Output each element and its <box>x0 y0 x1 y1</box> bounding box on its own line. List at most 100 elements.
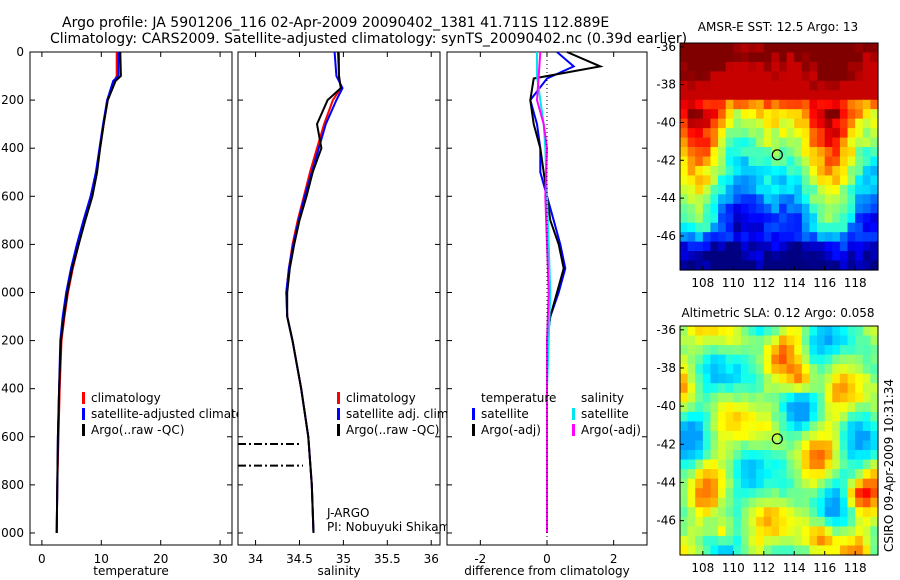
heatmap-cell <box>695 440 704 451</box>
salinity-panel: 34 34.5 35 35.5 36 salinity climatology satelli… <box>237 51 458 578</box>
heatmap-cell <box>870 440 879 451</box>
heatmap-cell <box>832 364 841 375</box>
legend-label: Argo(..raw -QC) <box>346 423 439 437</box>
heatmap-cell <box>817 535 826 547</box>
heatmap-cell <box>680 52 689 63</box>
heatmap-cell <box>702 430 712 442</box>
heatmap-cell <box>839 156 849 167</box>
heatmap-cell <box>695 383 704 394</box>
heatmap-cell <box>832 109 841 120</box>
heatmap-cell <box>763 364 772 375</box>
heatmap-cell <box>680 507 689 518</box>
heatmap-cell <box>824 80 833 91</box>
heatmap-cell <box>839 450 849 461</box>
heatmap-cell <box>786 516 795 527</box>
heatmap-cell <box>740 354 750 365</box>
heatmap-cell <box>817 137 826 148</box>
heatmap-cell <box>740 71 750 82</box>
heatmap-cell <box>695 128 704 139</box>
heatmap-cell <box>809 326 818 337</box>
heatmap-cell <box>725 184 734 195</box>
heatmap-cell <box>832 156 841 167</box>
y-tick-label: 800 <box>1 237 24 251</box>
heatmap-cell <box>702 535 712 547</box>
heatmap-cell <box>733 80 742 91</box>
heatmap-cell <box>748 184 757 195</box>
heatmap-cell <box>763 326 772 337</box>
heatmap-cell <box>839 147 849 158</box>
heatmap-cell <box>809 118 818 129</box>
heatmap-cell <box>809 373 818 384</box>
heatmap-cell <box>748 354 757 365</box>
heatmap-cell <box>748 43 757 54</box>
heatmap-cell <box>680 90 689 101</box>
heatmap-cell <box>680 251 689 262</box>
x-tick-label: 0 <box>543 552 551 566</box>
heatmap-cell <box>710 118 719 129</box>
heatmap-cell <box>824 526 833 537</box>
heatmap-cell <box>824 241 833 252</box>
heatmap-cell <box>687 392 696 403</box>
legend-swatch <box>82 392 85 404</box>
heatmap-cell <box>687 232 696 243</box>
heatmap-cell <box>748 175 757 186</box>
heatmap-cell <box>832 118 841 129</box>
heatmap-cell <box>839 535 849 547</box>
heatmap-cell <box>824 326 833 337</box>
heatmap-cell <box>809 137 818 148</box>
heatmap-cell <box>779 156 788 167</box>
heatmap-cell <box>862 478 871 489</box>
heatmap-cell <box>847 137 856 148</box>
heatmap-cell <box>756 326 765 337</box>
heatmap-cell <box>847 118 856 129</box>
heatmap-cell <box>847 109 856 120</box>
heatmap-cell <box>855 402 864 413</box>
heatmap-cell <box>817 421 826 432</box>
heatmap-cell <box>779 194 788 205</box>
heatmap-cell <box>817 345 826 356</box>
heatmap-cell <box>779 128 788 139</box>
heatmap-cell <box>771 345 780 356</box>
heatmap-cell <box>740 430 750 442</box>
heatmap-cell <box>779 411 788 423</box>
heatmap-cell <box>710 345 719 356</box>
heatmap-cell <box>763 450 772 461</box>
heatmap-cell <box>832 535 841 547</box>
heatmap-cell <box>824 213 833 224</box>
heatmap-cell <box>870 535 879 547</box>
heatmap-cell <box>725 147 734 158</box>
heatmap-cell <box>740 402 750 413</box>
heatmap-cell <box>855 222 864 233</box>
heatmap-cell <box>824 118 833 129</box>
heatmap-cell <box>786 335 795 346</box>
heatmap-cell <box>771 440 780 451</box>
heatmap-cell <box>695 488 704 499</box>
heatmap-cell <box>839 175 849 186</box>
heatmap-cell <box>839 52 849 63</box>
heatmap-cell <box>847 430 856 442</box>
heatmap-cell <box>740 497 750 508</box>
heatmap-cell <box>847 90 856 101</box>
heatmap-cell <box>832 383 841 394</box>
heatmap-cell <box>801 260 811 271</box>
heatmap-cell <box>710 545 719 556</box>
heatmap-cell <box>710 469 719 480</box>
heatmap-cell <box>702 440 712 451</box>
heatmap-cell <box>855 118 864 129</box>
heatmap-cell <box>832 326 841 337</box>
heatmap-cell <box>756 507 765 518</box>
heatmap-cell <box>695 52 704 63</box>
heatmap-cell <box>801 402 811 413</box>
heatmap-cell <box>710 459 719 470</box>
heatmap-cell <box>695 326 704 337</box>
heatmap-cell <box>801 545 811 556</box>
heatmap-cell <box>680 137 689 148</box>
map-x-tick-label: 110 <box>722 561 745 575</box>
legend-label: climatology <box>346 391 416 405</box>
heatmap-cell <box>779 222 788 233</box>
heatmap-cell <box>824 335 833 346</box>
heatmap-cell <box>748 194 757 205</box>
heatmap-cell <box>847 43 856 54</box>
heatmap-cell <box>725 203 734 214</box>
heatmap-cell <box>695 497 704 508</box>
